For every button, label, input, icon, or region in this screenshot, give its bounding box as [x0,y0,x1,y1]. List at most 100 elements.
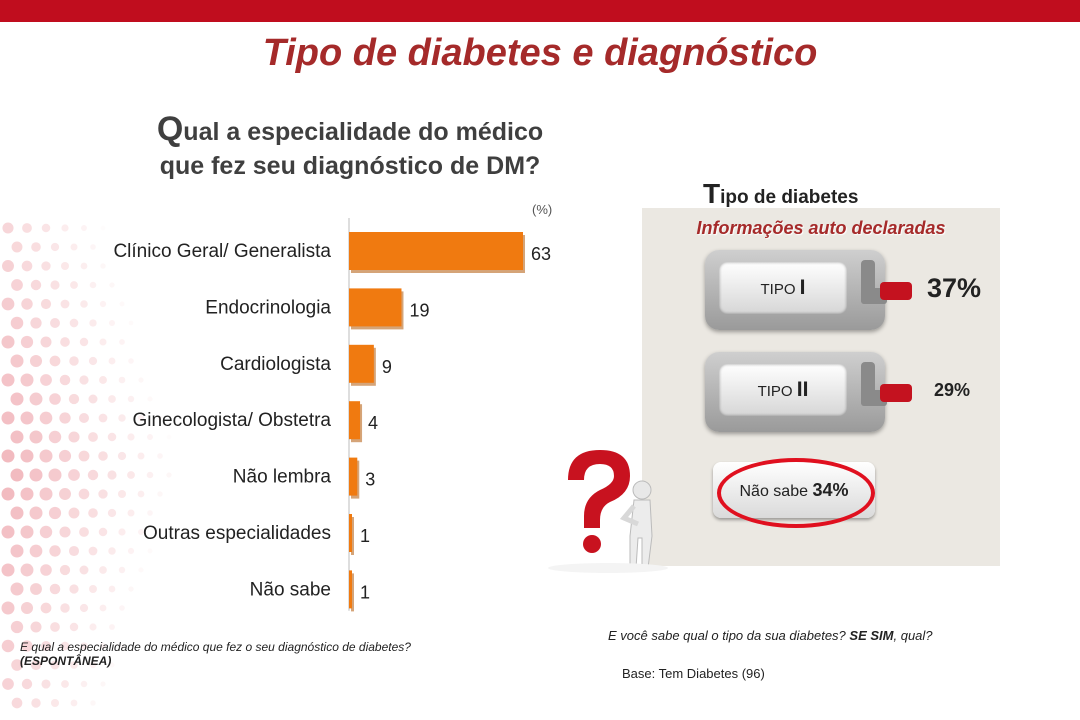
decorative-dot [20,449,34,463]
decorative-dot [89,623,97,631]
tipo1-label-box: TIPO I [719,262,847,314]
decorative-dot [29,354,43,368]
decorative-dot [20,601,34,615]
decorative-dot [138,567,144,573]
decorative-dot [69,622,79,632]
decorative-dot [107,508,117,518]
decorative-dot [80,642,88,650]
decorative-dot [80,680,88,688]
tipo2-red-tip [880,384,912,402]
decorative-dot [49,583,61,595]
decorative-dot [108,357,116,365]
decorative-dot [20,525,34,539]
category-label: Cardiologista [220,354,331,375]
decorative-dot [49,355,61,367]
decorative-dot [1,297,15,311]
decorative-dot [128,358,134,364]
value-label: 63 [531,244,551,264]
decorative-dot [69,356,79,366]
decorative-dot [138,529,144,535]
decorative-dot [1,373,15,387]
decorative-dot [127,547,135,555]
decorative-dot [1,449,15,463]
decorative-dot [88,432,98,442]
decorative-dot [40,602,52,614]
decorative-dot [29,430,43,444]
decorative-dot [108,585,116,593]
decorative-dot [60,299,70,309]
left-footnote: E qual a especialidade do médico que fez… [20,640,540,668]
decorative-dot [2,222,14,234]
decorative-dot [41,641,51,651]
decorative-dot [40,564,52,576]
decorative-dot [60,641,70,651]
decorative-dot [79,603,89,613]
decorative-dot [79,337,89,347]
decorative-dot [78,412,90,424]
decorative-dot [59,374,71,386]
decorative-dot [30,659,42,671]
decorative-dot [89,281,97,289]
decorative-dot [107,432,117,442]
decorative-dot [50,318,60,328]
bar-shadow [351,517,354,555]
decorative-dot [89,661,97,669]
decorative-dot [88,508,98,518]
decorative-dot [108,395,116,403]
bar [349,288,402,327]
decorative-dot [146,471,154,479]
decorative-dot [147,396,153,402]
decorative-dot [127,433,135,441]
decorative-dot [39,487,53,501]
decorative-dot [29,392,43,406]
decorative-dot [90,244,96,250]
decorative-dot [78,450,90,462]
decorative-dot [98,451,108,461]
tipo2-meter: TIPO II [705,352,887,432]
chart-question: Qual a especialidade do médico que fez s… [80,112,620,183]
decorative-dot [11,659,23,671]
decorative-dot [70,243,78,251]
decorative-dot [79,527,89,537]
decorative-dot [30,317,42,329]
decorative-dot [31,698,41,708]
decorative-dot [21,640,33,652]
base-note: Base: Tem Diabetes (96) [622,666,765,681]
bar [349,570,352,609]
decorative-dot [70,281,78,289]
bar-shadow [351,573,354,612]
decorative-dot [109,282,115,288]
decorative-dot [79,375,89,385]
decorative-dot [70,661,78,669]
decorative-dot [20,335,34,349]
tipo1-percent: 37% [927,273,982,303]
decorative-dot [118,414,126,422]
decorative-dot [109,624,115,630]
decorative-dot [20,373,34,387]
decorative-dot [41,679,51,689]
decorative-dot [20,411,34,425]
decorative-dot [10,392,24,406]
decorative-dot [118,566,126,574]
tipo1-red-tip [880,282,912,300]
bar [349,514,352,552]
decorative-dot [138,377,144,383]
tipo2-roman: II [796,378,809,401]
right-footnote: E você sabe qual o tipo da sua diabetes?… [608,628,933,643]
decorative-dot [99,338,107,346]
decorative-dot [40,374,52,386]
nao-sabe-highlight-ring [717,458,875,528]
decorative-dot [68,545,80,557]
decorative-dot [88,394,98,404]
decorative-dot [60,337,70,347]
decorative-dot [10,430,24,444]
left-footnote-text: E qual a especialidade do médico que fez… [20,640,411,654]
decorative-dot [30,279,42,291]
decorative-dot [1,335,15,349]
decorative-dot [90,700,96,706]
decorative-dot [119,605,125,611]
decorative-dot [10,506,24,520]
decorative-dot [88,356,98,366]
decorative-dot [39,525,53,539]
decorative-dot [21,260,33,272]
